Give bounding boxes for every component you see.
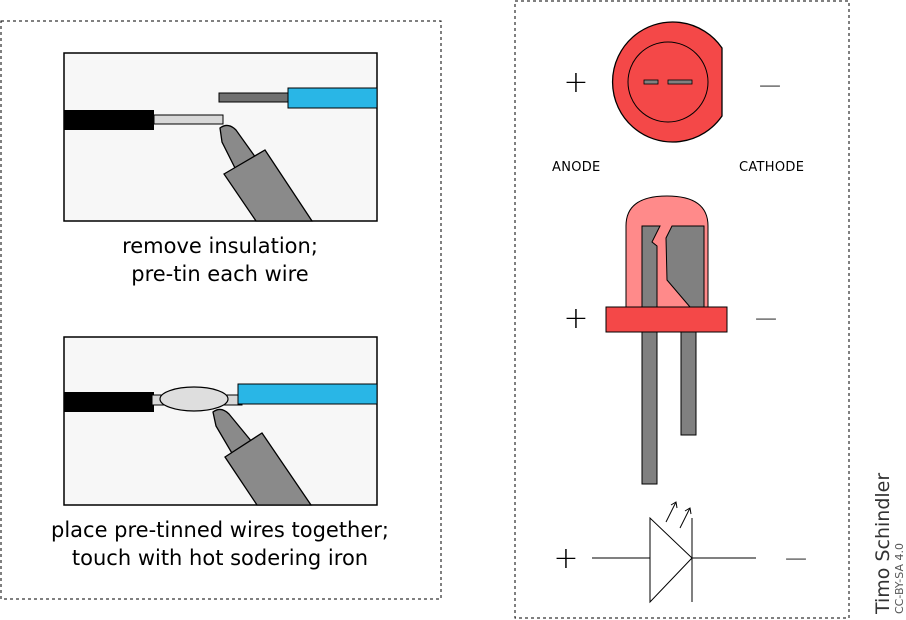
bare-wire-left — [153, 114, 224, 125]
led-leg-anode — [641, 317, 658, 485]
emit-arrowhead-2 — [684, 507, 692, 515]
step2-caption-line1: place pre-tinned wires together; — [50, 518, 389, 542]
soldering-iron-body — [224, 432, 313, 506]
minus-sign-mid: — — [755, 306, 777, 331]
emit-arrow-2 — [679, 507, 691, 529]
plus-sign-mid: + — [563, 301, 588, 336]
led-schematic-symbol — [592, 501, 756, 604]
step2-caption-line2: touch with hot sodering iron — [71, 546, 369, 570]
blue-insulation — [287, 87, 378, 109]
step1-illustration — [63, 52, 378, 222]
anode-label: ANODE — [552, 160, 601, 175]
left-panel-frame — [0, 20, 442, 600]
soldering-iron-body — [223, 149, 314, 222]
led-top-view — [611, 21, 723, 143]
led-leg-cathode — [680, 317, 697, 436]
step1-panel — [63, 52, 378, 222]
minus-sign-bottom: — — [785, 546, 807, 571]
step1-caption-line1: remove insulation; — [122, 234, 318, 258]
black-insulation — [64, 392, 154, 412]
diode-triangle — [649, 516, 693, 604]
anode-slot — [643, 79, 659, 85]
right-panel-frame — [514, 0, 850, 619]
step2-caption: place pre-tinned wires together; touch w… — [0, 516, 440, 572]
black-insulation — [64, 110, 154, 130]
plus-sign-bottom: + — [553, 541, 578, 576]
led-side-view — [605, 195, 728, 485]
credit-license: CC-BY-SA 4.0 — [893, 543, 906, 614]
emit-arrow-1 — [665, 501, 677, 523]
polarity-signs: + — + — + — — [553, 65, 807, 576]
cathode-slot — [667, 79, 693, 85]
credit-author: Timo Schindler — [872, 472, 894, 614]
emit-arrowhead-1 — [670, 501, 678, 509]
plus-sign-top: + — [563, 65, 588, 100]
led-rim — [605, 306, 728, 333]
step2-illustration — [63, 336, 378, 506]
solder-joint — [159, 386, 229, 412]
step1-caption: remove insulation; pre-tin each wire — [0, 232, 440, 288]
step1-caption-line2: pre-tin each wire — [131, 262, 309, 286]
blue-insulation — [237, 383, 378, 405]
minus-sign-top: — — [759, 73, 781, 98]
bare-wire-right — [218, 92, 290, 103]
cathode-label: CATHODE — [739, 160, 805, 175]
